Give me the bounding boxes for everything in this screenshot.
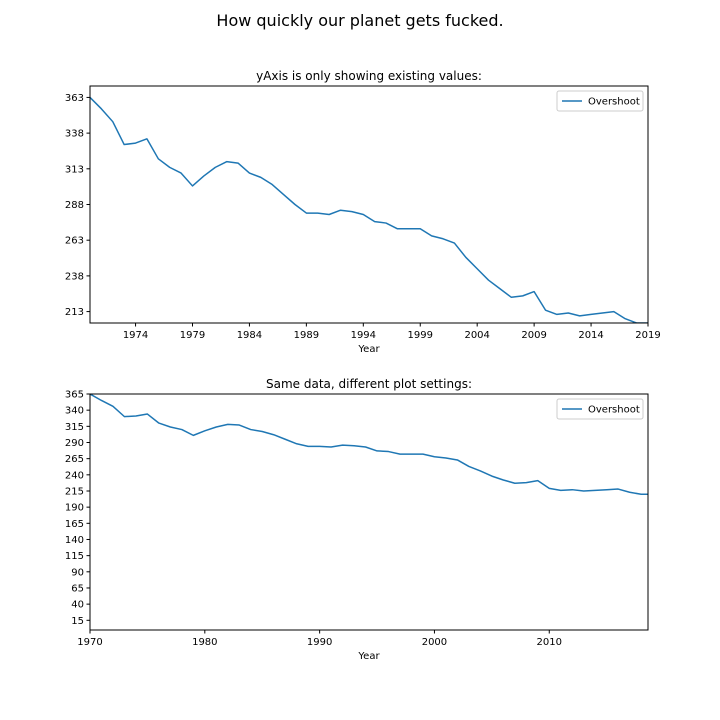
chart-top: yAxis is only showing existing values: Y…	[65, 69, 661, 355]
chart-bottom-axes-frame	[89, 393, 649, 631]
chart-top-x-tick-label: 1979	[180, 330, 205, 341]
chart-top-y-tick-label: 238	[65, 271, 84, 282]
chart-top-axes-frame	[89, 85, 649, 324]
chart-top-legend-box	[556, 90, 644, 112]
chart-top-marks: 1974 1979 1984 1989 1994 1999 2004 2009 2014 2019…	[65, 85, 661, 341]
chart-bottom-y-tick-label: 340	[65, 406, 84, 417]
chart-bottom-y-tick-label: 240	[65, 470, 84, 481]
chart-bottom-y-tick-label: 115	[65, 551, 84, 562]
chart-bottom: Same data, different plot settings: Year…	[65, 377, 649, 662]
chart-bottom-y-tick-label: 165	[65, 519, 84, 530]
chart-bottom-y-tick-label: 265	[65, 454, 84, 465]
chart-bottom-y-tick-label: 215	[65, 486, 84, 497]
chart-bottom-x-axis-label: Year	[357, 651, 380, 662]
chart-bottom-x-tick-label: 1990	[307, 637, 332, 648]
chart-bottom-x-tick-label: 2000	[422, 637, 447, 648]
figure-title: How quickly our planet gets fucked.	[216, 11, 503, 30]
chart-bottom-x-tick-label: 1980	[192, 637, 217, 648]
chart-top-x-tick-label: 1994	[351, 330, 376, 341]
chart-top-legend: Overshoot	[556, 90, 644, 112]
chart-top-series-line-0	[90, 96, 648, 323]
chart-top-y-tick-label: 363	[65, 93, 84, 104]
chart-bottom-legend-label: Overshoot	[588, 405, 640, 416]
chart-top-x-tick-label: 1999	[408, 330, 433, 341]
chart-top-x-axis-label: Year	[357, 344, 380, 355]
chart-top-y-tick-label: 213	[65, 307, 84, 318]
chart-bottom-y-tick-label: 15	[71, 616, 84, 627]
chart-bottom-x-tick-label: 2010	[537, 637, 562, 648]
chart-bottom-y-tick-label: 140	[65, 535, 84, 546]
chart-top-title: yAxis is only showing existing values:	[256, 69, 482, 83]
chart-bottom-y-tick-label: 190	[65, 503, 84, 514]
chart-top-x-tick-label: 1989	[294, 330, 319, 341]
chart-top-x-tick-label: 2004	[464, 330, 489, 341]
chart-top-y-tick-label: 288	[65, 200, 84, 211]
chart-bottom-legend-box	[556, 398, 644, 420]
chart-bottom-y-tick-label: 40	[71, 600, 84, 611]
chart-bottom-title: Same data, different plot settings:	[266, 377, 472, 391]
chart-top-y-tick-label: 313	[65, 164, 84, 175]
chart-bottom-marks: 1970 1980 1990 2000 2010 15 40 65 90 115 140 165 190…	[65, 390, 649, 648]
chart-bottom-y-tick-label: 365	[65, 390, 84, 401]
chart-top-y-tick-label: 263	[65, 236, 84, 247]
chart-bottom-y-tick-label: 65	[71, 583, 84, 594]
chart-bottom-series-line-0	[90, 394, 648, 495]
chart-top-x-tick-label: 2014	[578, 330, 603, 341]
chart-top-x-tick-label: 2019	[635, 330, 660, 341]
chart-top-x-tick-label: 2009	[521, 330, 546, 341]
chart-top-y-tick-label: 338	[65, 129, 84, 140]
chart-bottom-y-tick-label: 90	[71, 567, 84, 578]
chart-top-x-tick-label: 1984	[237, 330, 262, 341]
chart-top-x-tick-label: 1974	[123, 330, 148, 341]
chart-bottom-y-tick-label: 290	[65, 438, 84, 449]
chart-bottom-y-tick-label: 315	[65, 422, 84, 433]
chart-bottom-legend: Overshoot	[556, 398, 644, 420]
chart-top-legend-label: Overshoot	[588, 97, 640, 108]
chart-bottom-x-tick-label: 1970	[77, 637, 102, 648]
